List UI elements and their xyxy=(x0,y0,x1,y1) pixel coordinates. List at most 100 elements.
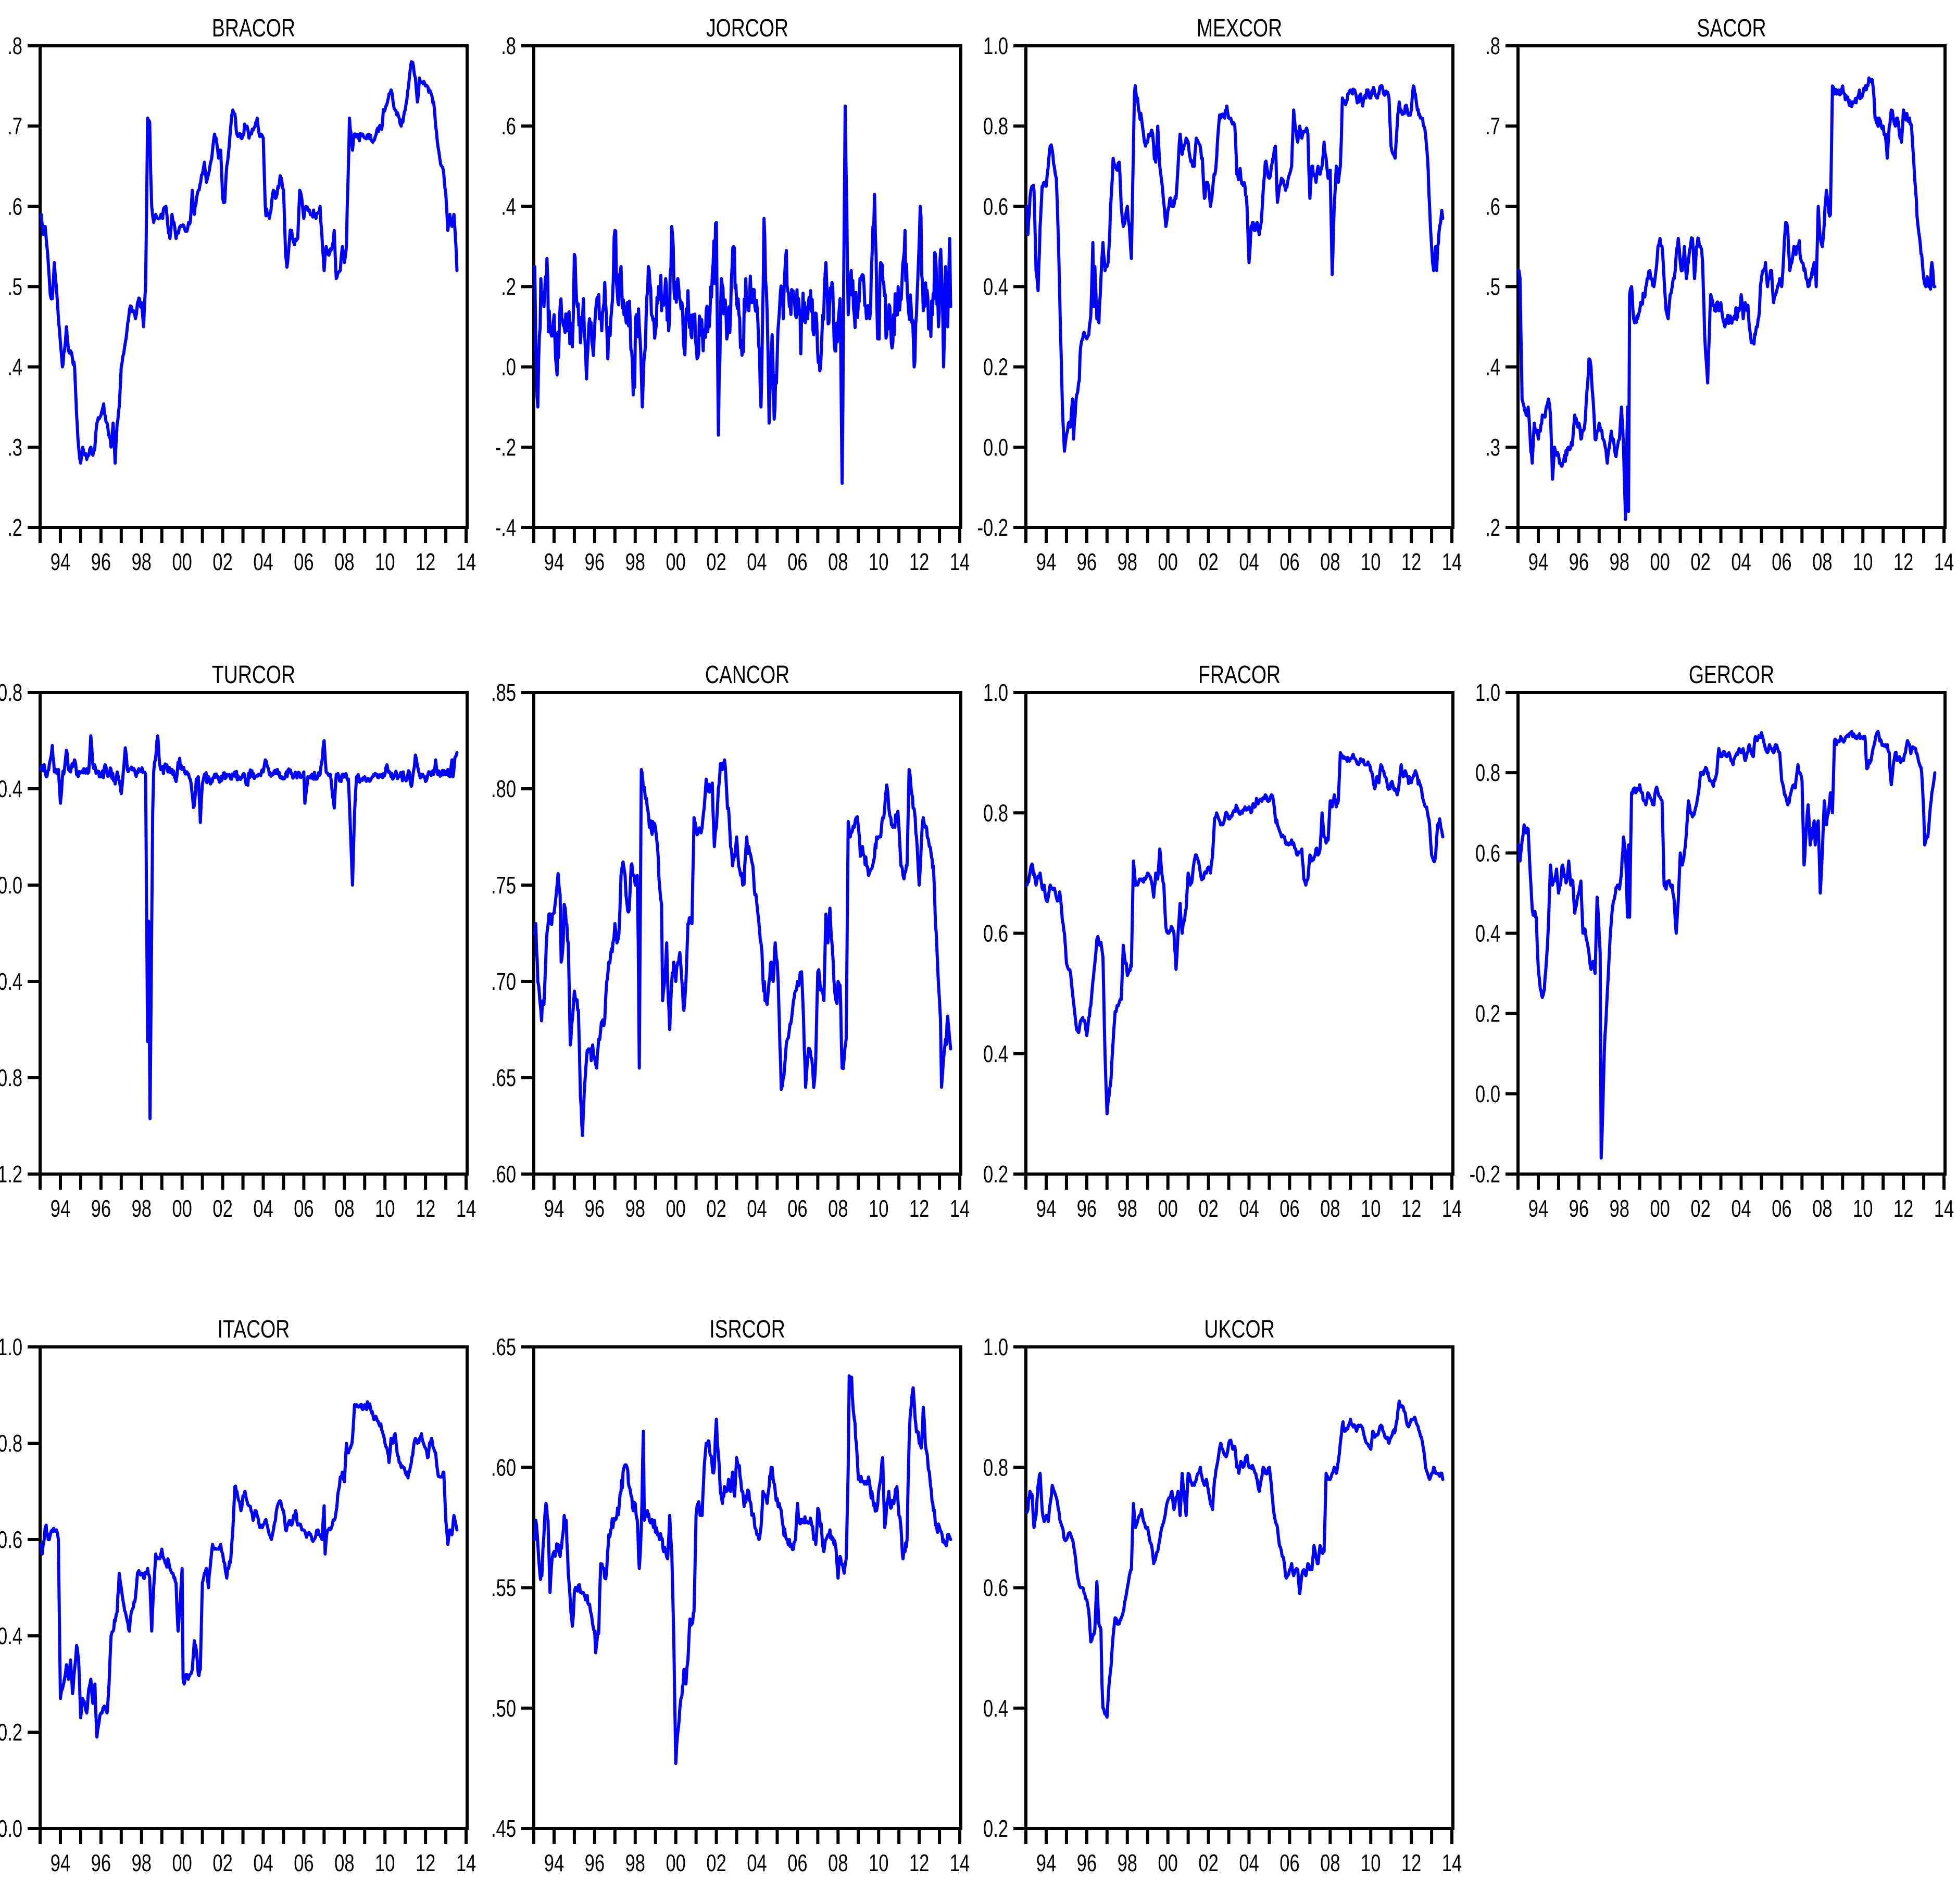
svg-text:0.4: 0.4 xyxy=(983,1040,1008,1067)
plot-area-sacor: .8 .7 .6 .5 .4 .3 .2 94 96 98 00 02 04 06 08 10 12 14 xyxy=(1485,32,1954,575)
svg-text:14: 14 xyxy=(1442,1195,1462,1222)
svg-text:08: 08 xyxy=(1320,1195,1340,1222)
plot-area-mexcor: 1.0 0.8 0.6 0.4 0.2 0.0 -0.2 94 96 98 00 02 04 06 08 10… xyxy=(977,32,1462,575)
plot-area-isrcor: .65 .60 .55 .50 .45 94 96 98 00 02 04 06 08 10 12 14 xyxy=(491,1333,970,1876)
svg-text:98: 98 xyxy=(132,548,152,575)
svg-text:98: 98 xyxy=(625,548,645,575)
svg-text:94: 94 xyxy=(1036,548,1056,575)
svg-text:04: 04 xyxy=(1239,548,1259,575)
svg-text:96: 96 xyxy=(91,1195,111,1222)
svg-text:.65: .65 xyxy=(491,1064,516,1091)
svg-text:0.8: 0.8 xyxy=(0,679,22,706)
svg-text:94: 94 xyxy=(544,548,564,575)
svg-text:10: 10 xyxy=(1853,548,1873,575)
svg-text:.2: .2 xyxy=(7,514,22,541)
svg-text:04: 04 xyxy=(747,1849,767,1876)
svg-text:10: 10 xyxy=(375,1195,395,1222)
svg-text:-.2: -.2 xyxy=(495,434,516,461)
chart-title: MEXCOR xyxy=(1196,15,1283,42)
plot-area-fracor: 1.0 0.8 0.6 0.4 0.2 94 96 98 00 02 04 06 08 10 12 14 xyxy=(983,679,1462,1222)
svg-text:98: 98 xyxy=(1610,1195,1629,1222)
svg-text:10: 10 xyxy=(1361,1849,1381,1876)
svg-text:.55: .55 xyxy=(491,1574,516,1602)
svg-text:0.4: 0.4 xyxy=(1475,920,1500,947)
chart-title: CANCOR xyxy=(705,661,790,689)
chart-cancor: CANCOR .85 .80 .75 .70 .65 .60 94 96 98 00 02 04 06 08… xyxy=(482,653,971,1237)
svg-text:0.8: 0.8 xyxy=(983,112,1008,140)
svg-text:.2: .2 xyxy=(1485,514,1500,541)
svg-text:1.0: 1.0 xyxy=(983,1333,1008,1360)
svg-text:.4: .4 xyxy=(7,354,22,381)
svg-text:96: 96 xyxy=(1077,1195,1097,1222)
svg-text:02: 02 xyxy=(212,548,232,575)
svg-text:94: 94 xyxy=(1528,1195,1548,1222)
svg-text:.60: .60 xyxy=(491,1454,516,1481)
chart-title: JORCOR xyxy=(706,15,789,42)
plot-area-bracor: .8 .7 .6 .5 .4 .3 .2 94 96 98 00 02 04 06 08 10 12 14 xyxy=(7,32,476,575)
svg-text:04: 04 xyxy=(1239,1195,1259,1222)
svg-text:14: 14 xyxy=(1442,1849,1462,1876)
chart-sacor: SACOR .8 .7 .6 .5 .4 .3 .2 94 96 98 00 02 04 06 08 10 12 1… xyxy=(1466,7,1955,590)
chart-title: SACOR xyxy=(1697,15,1766,42)
svg-text:0.8: 0.8 xyxy=(983,799,1008,826)
svg-text:12: 12 xyxy=(1401,1195,1421,1222)
svg-text:08: 08 xyxy=(828,1195,848,1222)
svg-text:00: 00 xyxy=(666,1849,685,1876)
chart-title: UKCOR xyxy=(1204,1316,1275,1343)
svg-text:04: 04 xyxy=(253,1195,273,1222)
svg-text:.60: .60 xyxy=(491,1161,516,1188)
svg-text:.75: .75 xyxy=(491,872,516,899)
svg-text:06: 06 xyxy=(787,1849,807,1876)
svg-text:-1.2: -1.2 xyxy=(0,1161,22,1188)
svg-text:1.0: 1.0 xyxy=(983,679,1008,706)
svg-text:98: 98 xyxy=(1118,548,1137,575)
svg-text:96: 96 xyxy=(91,548,111,575)
svg-text:98: 98 xyxy=(1118,1849,1137,1876)
svg-text:0.6: 0.6 xyxy=(1475,839,1500,866)
svg-text:04: 04 xyxy=(747,1195,767,1222)
svg-text:0.8: 0.8 xyxy=(1475,759,1500,786)
svg-text:00: 00 xyxy=(172,1195,192,1222)
svg-text:.7: .7 xyxy=(7,112,22,140)
svg-text:.8: .8 xyxy=(7,32,22,59)
svg-text:98: 98 xyxy=(625,1195,645,1222)
chart-ukcor: UKCOR 1.0 0.8 0.6 0.4 0.2 94 96 98 00 02 04 06 08 10 12… xyxy=(974,1308,1463,1891)
svg-text:98: 98 xyxy=(625,1849,645,1876)
chart-mexcor: MEXCOR 1.0 0.8 0.6 0.4 0.2 0.0 -0.2 94 96 98 00 02 04… xyxy=(974,7,1463,590)
svg-text:08: 08 xyxy=(1812,1195,1832,1222)
plot-area-turcor: 0.8 0.4 0.0 -0.4 -0.8 -1.2 94 96 98 00 02 04 06 08 10 1… xyxy=(0,679,476,1222)
svg-text:96: 96 xyxy=(91,1849,111,1876)
svg-text:10: 10 xyxy=(375,548,395,575)
chart-fracor: FRACOR 1.0 0.8 0.6 0.4 0.2 94 96 98 00 02 04 06 08 10 1… xyxy=(974,653,1463,1237)
svg-text:96: 96 xyxy=(1077,548,1097,575)
svg-text:06: 06 xyxy=(294,548,313,575)
svg-text:0.6: 0.6 xyxy=(0,1526,22,1553)
svg-text:04: 04 xyxy=(253,548,273,575)
svg-text:.45: .45 xyxy=(491,1815,516,1842)
svg-text:.3: .3 xyxy=(1485,434,1500,461)
svg-text:0.8: 0.8 xyxy=(0,1430,22,1457)
chart-turcor: TURCOR0.80.40.0-0.4-0.8-1.29496980002040… xyxy=(0,653,478,1237)
svg-text:.50: .50 xyxy=(491,1695,516,1722)
svg-text:00: 00 xyxy=(1158,1195,1177,1222)
svg-text:10: 10 xyxy=(1361,1195,1381,1222)
svg-text:0.2: 0.2 xyxy=(0,1719,22,1746)
svg-text:-0.8: -0.8 xyxy=(0,1064,22,1091)
svg-text:.5: .5 xyxy=(7,273,22,300)
svg-text:00: 00 xyxy=(1650,1195,1670,1222)
svg-text:10: 10 xyxy=(375,1849,395,1876)
svg-text:00: 00 xyxy=(666,548,685,575)
svg-text:00: 00 xyxy=(666,1195,685,1222)
svg-text:96: 96 xyxy=(585,1849,605,1876)
plot-area-gercor: 1.0 0.8 0.6 0.4 0.2 0.0 -0.2 94 96 98 00 02 04 06 08 10… xyxy=(1470,679,1954,1222)
svg-text:0.0: 0.0 xyxy=(0,872,22,899)
svg-text:08: 08 xyxy=(334,548,354,575)
svg-text:0.6: 0.6 xyxy=(983,920,1008,947)
svg-text:.6: .6 xyxy=(501,112,516,140)
svg-text:98: 98 xyxy=(1610,548,1629,575)
svg-text:14: 14 xyxy=(456,548,476,575)
svg-text:02: 02 xyxy=(212,1849,232,1876)
svg-text:06: 06 xyxy=(294,1849,313,1876)
svg-text:06: 06 xyxy=(1279,1195,1299,1222)
